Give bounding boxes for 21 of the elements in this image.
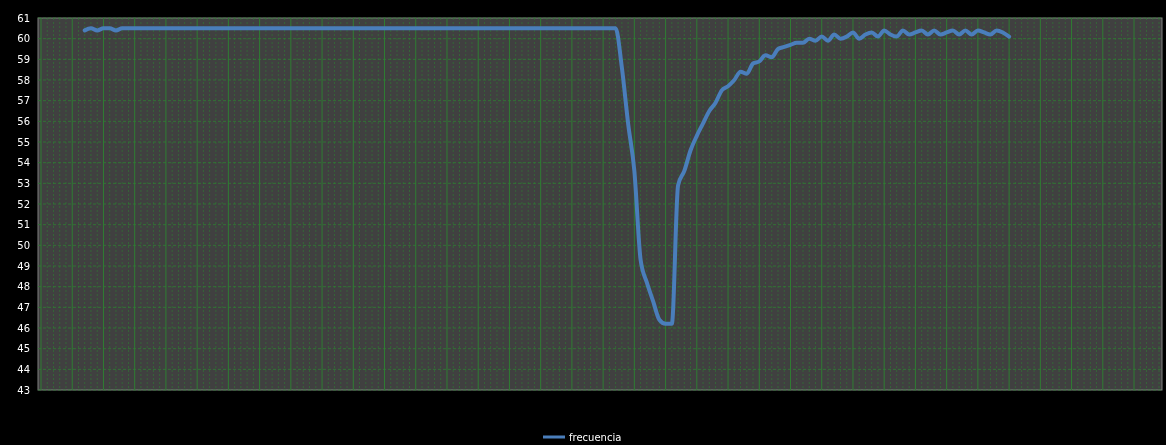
y-tick-label: 53 bbox=[17, 177, 30, 189]
y-tick-label: 48 bbox=[17, 281, 30, 293]
y-tick-label: 58 bbox=[17, 74, 30, 86]
y-tick-label: 45 bbox=[17, 343, 30, 355]
legend-label: frecuencia bbox=[569, 431, 622, 443]
y-tick-label: 43 bbox=[17, 384, 30, 396]
y-tick-label: 55 bbox=[17, 136, 30, 148]
y-tick-label: 50 bbox=[17, 239, 30, 251]
y-tick-label: 47 bbox=[17, 301, 30, 313]
y-tick-label: 49 bbox=[17, 260, 30, 272]
y-tick-label: 56 bbox=[17, 115, 30, 127]
y-tick-label: 51 bbox=[17, 219, 30, 231]
line-series bbox=[82, 26, 1012, 326]
y-tick-label: 57 bbox=[17, 95, 30, 107]
y-tick-label: 52 bbox=[17, 198, 30, 210]
y-tick-label: 54 bbox=[17, 157, 30, 169]
y-tick-label: 61 bbox=[17, 12, 30, 24]
y-tick-label: 46 bbox=[17, 322, 30, 334]
y-tick-label: 60 bbox=[17, 33, 30, 45]
y-tick-label: 59 bbox=[17, 53, 30, 65]
y-tick-label: 44 bbox=[17, 363, 30, 375]
